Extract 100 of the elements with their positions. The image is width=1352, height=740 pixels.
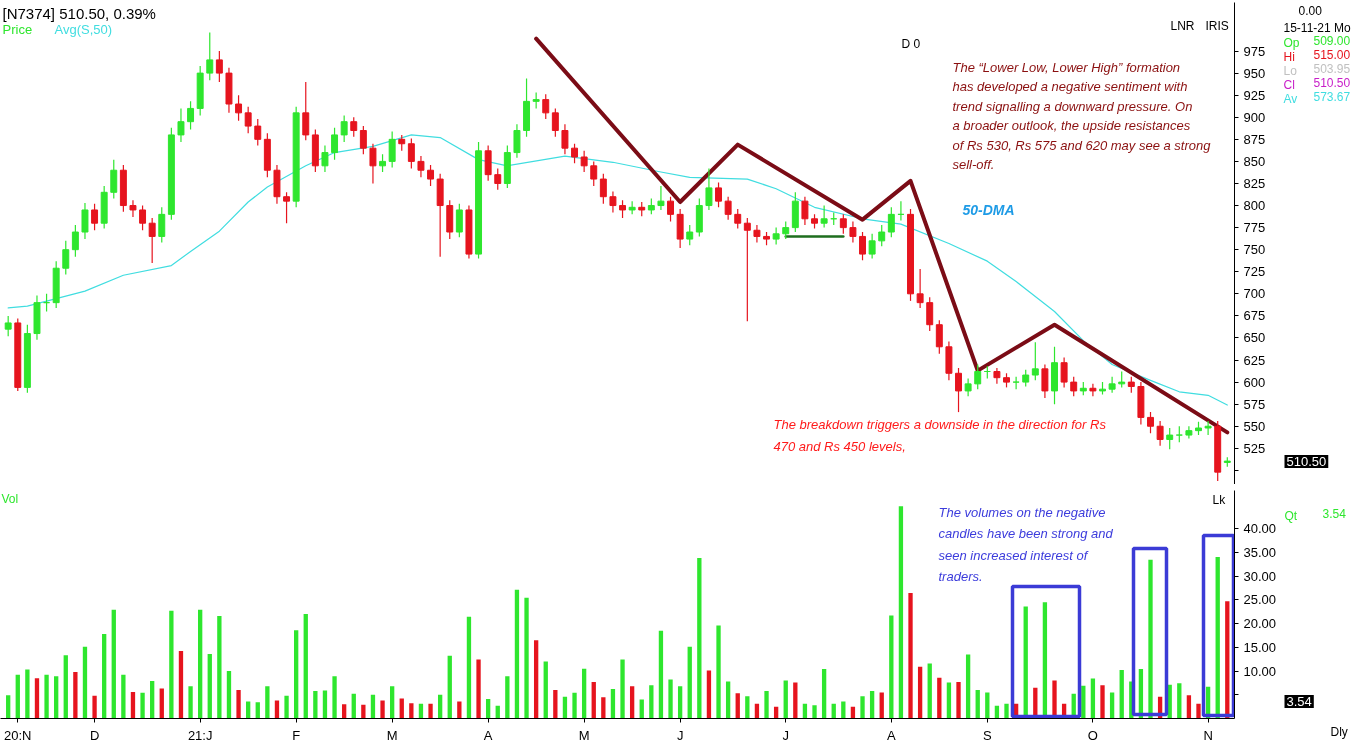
- candlestick: [1041, 363, 1049, 399]
- bar: [985, 692, 990, 719]
- annotation: LNR: [1170, 18, 1195, 33]
- annotation: The “Lower Low, Lower High” formation has developed a negative sentiment with trend signalling a downward pressure. On a broader outlook, the upside resistances of Rs 530, Rs 575 and 620 may see a strong sell-off.: [952, 59, 1212, 172]
- bar: [553, 690, 558, 719]
- candlestick: [71, 224, 79, 258]
- y-tick-label: 800: [1243, 198, 1266, 214]
- annotation: D 0: [901, 36, 921, 51]
- candlestick: [388, 130, 396, 169]
- bar: [1081, 685, 1086, 719]
- bar: [169, 610, 174, 719]
- y-tick-label: 900: [1243, 109, 1266, 125]
- bar: [1148, 559, 1153, 719]
- bar: [889, 615, 894, 719]
- bar: [1186, 695, 1192, 719]
- candlestick: [129, 199, 137, 218]
- annotation: 50-DMA: [962, 201, 1015, 218]
- bar: [793, 682, 798, 719]
- y-tick-label: 975: [1243, 43, 1266, 59]
- bar: [1177, 683, 1182, 719]
- bar: [207, 653, 212, 719]
- candlestick: [715, 181, 723, 208]
- candlestick: [235, 94, 243, 122]
- bar: [457, 701, 462, 719]
- y-tick-label: 600: [1243, 374, 1266, 390]
- x-tick-label: F: [292, 727, 301, 740]
- bar: [236, 690, 241, 719]
- bar: [73, 671, 78, 719]
- bar: [572, 692, 577, 719]
- candlestick: [916, 268, 924, 309]
- candlestick: [4, 315, 12, 337]
- x-tick-label: M: [578, 727, 590, 740]
- bar: [649, 685, 654, 719]
- text: 3.54: [1322, 506, 1347, 521]
- annotation: The volumes on the negative candles have been strong and seen increased interest of traders.: [938, 504, 1114, 584]
- text: Av: [1283, 91, 1298, 106]
- candlestick: [868, 233, 876, 260]
- bar: [284, 695, 289, 719]
- bar: [610, 689, 616, 719]
- candlestick: [110, 159, 118, 200]
- bar: [92, 695, 97, 719]
- candlestick: [753, 224, 761, 244]
- bar: [265, 686, 270, 719]
- candlestick: [187, 100, 195, 131]
- bar: [198, 609, 203, 719]
- bar: [255, 702, 260, 719]
- candlestick: [215, 50, 223, 83]
- text: 510.50: [1313, 75, 1351, 90]
- y-tick-label: 550: [1243, 418, 1266, 434]
- text: 15-11-21 Mo: [1283, 20, 1351, 35]
- bar: [380, 700, 385, 719]
- y-tick-label: 525: [1243, 440, 1266, 456]
- candlestick: [955, 367, 962, 413]
- candlestick: [417, 155, 425, 178]
- candlestick: [1012, 376, 1020, 390]
- bar: [342, 704, 347, 719]
- bar: [937, 677, 942, 719]
- candlestick: [427, 164, 435, 187]
- bar: [927, 663, 932, 719]
- bar: [879, 692, 884, 719]
- bar: [677, 686, 683, 719]
- bar: [102, 633, 107, 719]
- text: Price: [2, 21, 33, 37]
- bar: [389, 686, 395, 719]
- y-tick-label: 925: [1243, 87, 1266, 103]
- bar: [313, 690, 318, 719]
- text: 515.00: [1313, 47, 1351, 62]
- y-tick-label: 825: [1243, 175, 1266, 191]
- candlestick: [206, 31, 214, 81]
- candlestick: [139, 204, 147, 231]
- candlestick: [1108, 376, 1116, 394]
- text: 509.00: [1313, 33, 1351, 48]
- candlestick: [331, 127, 339, 161]
- bar: [908, 593, 913, 719]
- candlestick: [878, 224, 886, 247]
- annotation: The breakdown triggers a downside in the direction for Rs 470 and Rs 450 levels,: [773, 416, 1107, 454]
- candlestick: [494, 167, 502, 191]
- candlestick: [926, 296, 934, 332]
- x-tick-label: J: [782, 727, 789, 740]
- bar: [956, 681, 961, 719]
- candlestick: [974, 363, 982, 390]
- text: 503.95: [1313, 61, 1351, 76]
- text: Op: [1283, 35, 1300, 50]
- bar: [581, 668, 587, 719]
- bar: [917, 666, 923, 719]
- bar: [716, 625, 721, 719]
- bar: [946, 682, 952, 719]
- bar: [975, 690, 980, 719]
- bar: [409, 703, 414, 719]
- bar: [1119, 670, 1124, 719]
- bar: [178, 651, 184, 719]
- bar: [485, 699, 491, 719]
- bar: [274, 700, 280, 719]
- candlestick: [62, 240, 70, 275]
- bar: [629, 686, 635, 719]
- x-tick-label: D: [89, 727, 100, 740]
- bar: [54, 676, 59, 719]
- y-tick-label: 575: [1243, 396, 1266, 412]
- candlestick: [513, 123, 521, 159]
- bar: [860, 696, 865, 719]
